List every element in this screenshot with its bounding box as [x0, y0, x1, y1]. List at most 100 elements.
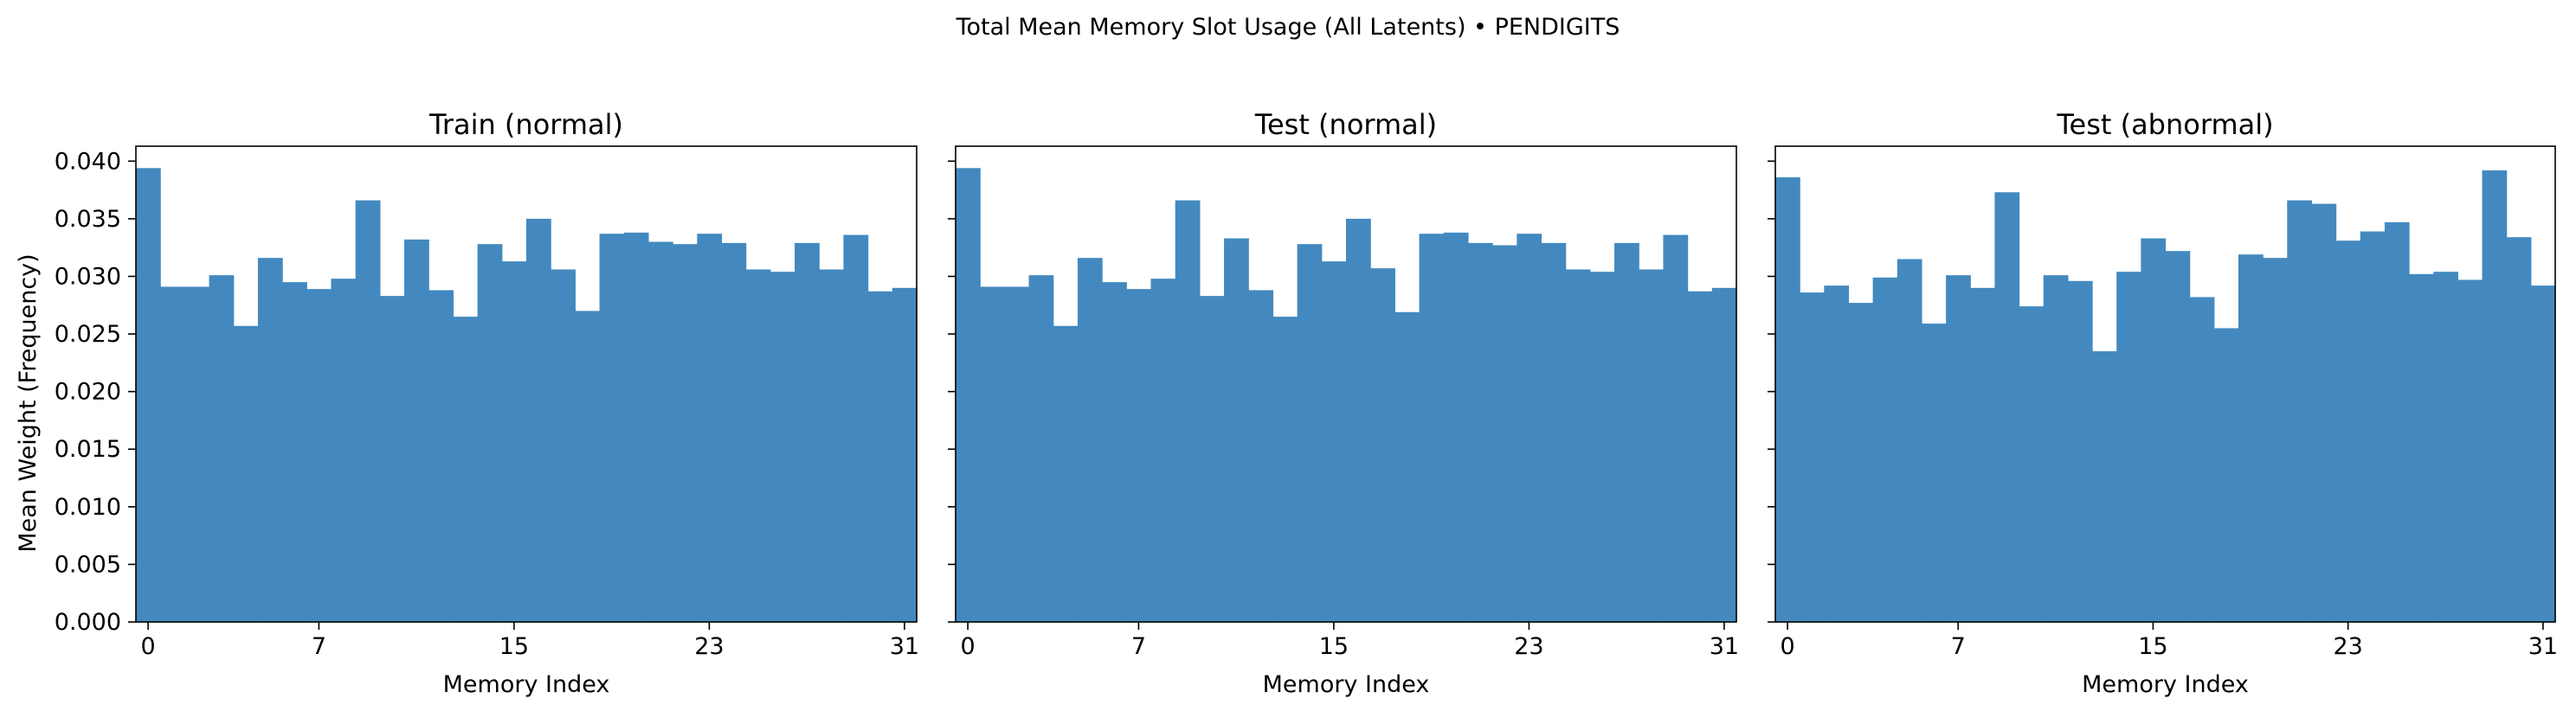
bar-7	[1126, 289, 1152, 622]
bar-2	[1824, 285, 1850, 622]
axes-frame	[135, 145, 918, 623]
y-tick-label: 0.030	[55, 263, 121, 290]
bar-10	[379, 296, 405, 622]
bar-15	[501, 261, 527, 622]
x-axis-label: Memory Index	[2082, 671, 2249, 698]
bar-2	[184, 286, 210, 622]
bar-23	[1517, 234, 1542, 622]
x-tick-label: 0	[141, 633, 156, 660]
x-tick-label: 0	[1780, 633, 1794, 660]
bar-12	[1248, 290, 1274, 622]
x-ticks: 0 7 15 23 31	[141, 622, 919, 660]
bar-24	[721, 242, 747, 622]
figure-title: Total Mean Memory Slot Usage (All Latent…	[956, 14, 1620, 41]
bar-10	[1199, 296, 1225, 622]
bar-6	[282, 282, 307, 622]
bars	[1775, 170, 2556, 623]
bar-25	[1565, 269, 1591, 622]
bar-23	[697, 234, 723, 622]
bar-8	[1970, 287, 1996, 622]
x-tick-label: 7	[1131, 633, 1146, 660]
bar-13	[2092, 351, 2117, 622]
bar-29	[2482, 170, 2508, 623]
bar-19	[1419, 234, 1445, 622]
bar-7	[306, 289, 332, 622]
y-ticks: 0.000 0.005 0.010 0.015 0.020 0.025 0.030 0.035…	[55, 148, 136, 636]
bar-3	[1028, 275, 1054, 622]
bar-26	[1589, 272, 1615, 622]
bar-7	[1946, 275, 1971, 622]
bar-17	[551, 269, 576, 622]
bars	[956, 168, 1737, 622]
bar-1	[980, 286, 1005, 622]
bar-20	[623, 232, 649, 622]
y-tick-label: 0.005	[55, 551, 121, 578]
bar-4	[1872, 277, 1898, 622]
bar-6	[1921, 324, 1947, 622]
bar-19	[599, 234, 625, 622]
bar-3	[209, 275, 235, 622]
axes-frame	[955, 145, 1737, 623]
bar-14	[477, 244, 503, 622]
bar-0	[136, 168, 161, 622]
bar-31	[2530, 285, 2556, 622]
x-tick-label: 15	[499, 633, 529, 660]
bar-9	[355, 200, 381, 622]
x-tick-label: 15	[1319, 633, 1349, 660]
bar-11	[404, 239, 429, 622]
bar-12	[2067, 280, 2093, 622]
x-axis-label: Memory Index	[443, 671, 610, 698]
bar-9	[1175, 200, 1201, 622]
bar-29	[843, 234, 869, 622]
bar-24	[2360, 231, 2386, 622]
bar-27	[2433, 272, 2458, 622]
bar-28	[2457, 279, 2483, 622]
bar-9	[1994, 192, 2020, 622]
bar-30	[1687, 291, 1713, 622]
bar-31	[892, 287, 918, 622]
bar-8	[331, 279, 357, 622]
x-tick-label: 23	[694, 633, 724, 660]
bar-22	[2311, 203, 2337, 623]
bar-11	[2043, 275, 2069, 622]
axes-frame	[1774, 145, 2556, 623]
bar-0	[956, 168, 981, 622]
y-tick-label: 0.025	[55, 321, 121, 348]
bar-24	[1541, 242, 1567, 622]
bar-5	[257, 258, 283, 622]
bar-20	[1443, 232, 1469, 622]
x-tick-label: 15	[2138, 633, 2167, 660]
x-tick-label: 7	[312, 633, 326, 660]
y-axis-label: Mean Weight (Frequency)	[15, 253, 42, 552]
bar-5	[1077, 258, 1103, 622]
bar-21	[2287, 200, 2313, 622]
y-tick-label: 0.000	[55, 609, 121, 636]
y-tick-label: 0.035	[55, 206, 121, 233]
bar-18	[2213, 328, 2239, 622]
y-tick-label: 0.015	[55, 436, 121, 463]
x-ticks: 0 7 15 23 31	[1780, 622, 2558, 660]
bar-28	[819, 269, 845, 622]
x-tick-label: 7	[1951, 633, 1966, 660]
bar-26	[770, 272, 795, 622]
subplot-title: Test (abnormal)	[2056, 108, 2273, 141]
x-tick-label: 0	[961, 633, 976, 660]
bar-2	[1004, 286, 1030, 622]
bar-31	[1711, 287, 1737, 622]
bar-30	[2506, 237, 2532, 622]
subplot-title: Train (normal)	[428, 108, 623, 141]
bar-29	[1663, 234, 1689, 622]
bar-6	[1102, 282, 1127, 622]
bar-1	[1800, 292, 1825, 622]
bar-5	[1897, 259, 1922, 622]
bar-16	[526, 218, 551, 622]
bar-10	[2019, 306, 2045, 622]
bar-1	[160, 286, 185, 622]
bar-17	[1370, 268, 1395, 622]
subplot-2: Test (normal) 0 7 15 23 31 Memory Index	[948, 108, 1739, 698]
bar-16	[2165, 251, 2191, 622]
y-ticks	[1768, 160, 1775, 623]
bar-27	[795, 242, 820, 622]
bar-26	[2409, 273, 2434, 622]
